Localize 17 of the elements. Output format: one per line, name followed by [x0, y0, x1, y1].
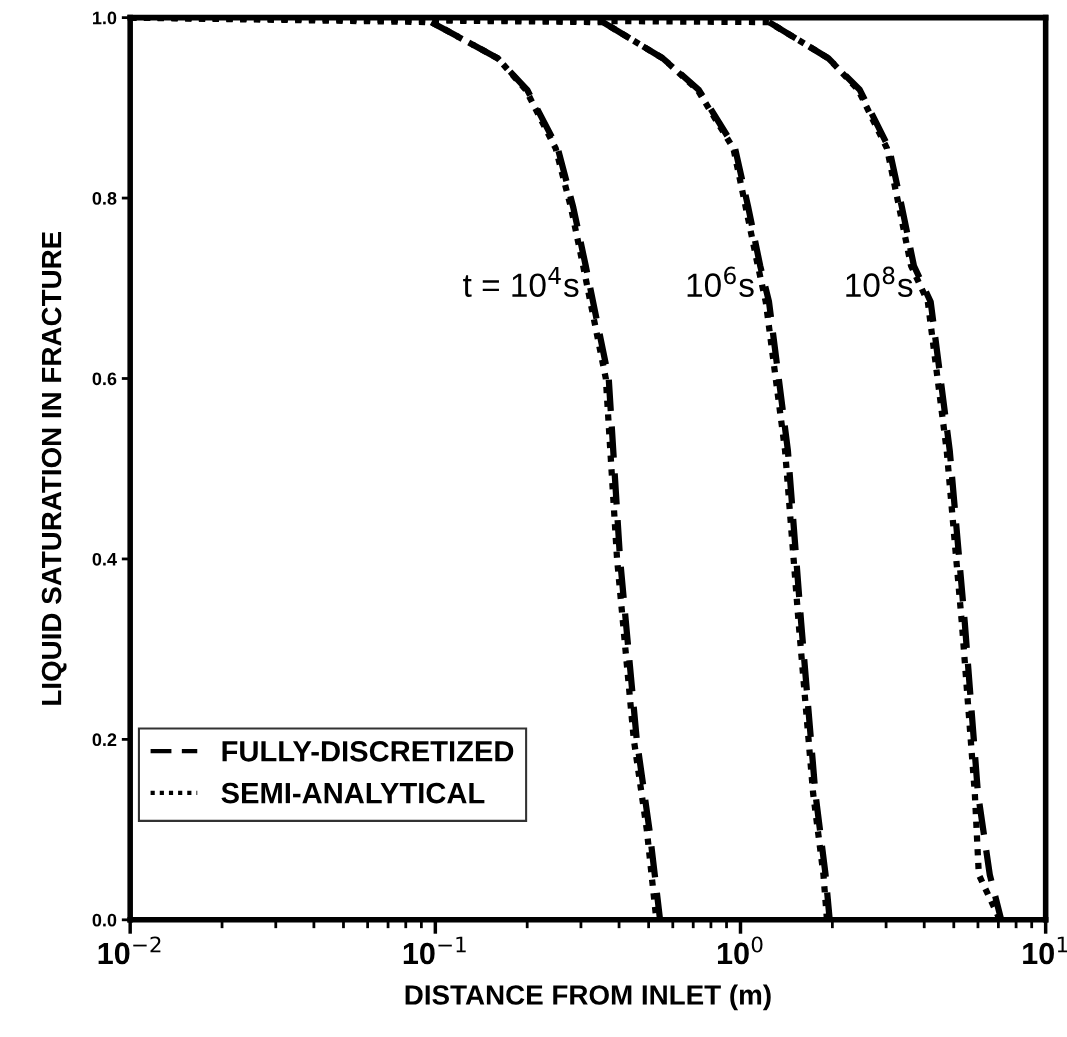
y-axis-title: LIQUID SATURATION IN FRACTURE: [41, 231, 67, 705]
annotation: t = 10$^{4}$s: [463, 266, 579, 298]
y-tick-label: 0.2: [92, 733, 117, 747]
legend-label: FULLY-DISCRETIZED: [222, 740, 514, 762]
y-tick-label: 0.8: [92, 192, 117, 205]
x-tick-label: 10$^{1}$: [1023, 936, 1067, 965]
x-tick-label: 10$^{−1}$: [403, 936, 466, 965]
y-tick-label: 1.0: [93, 11, 117, 25]
x-tick-label: 10$^{0}$: [717, 936, 763, 965]
y-tick-label: 0.6: [92, 372, 117, 386]
y-tick-label: 0.0: [92, 913, 117, 927]
annotation: 10$^{8}$s: [846, 266, 913, 297]
legend-label: SEMI-ANALYTICAL: [221, 782, 485, 804]
x-tick-label: 10$^{−2}$: [98, 936, 161, 965]
annotation: 10$^{6}$s: [687, 266, 754, 297]
y-tick-label: 0.4: [92, 552, 117, 566]
x-axis-title: DISTANCE FROM INLET (m): [405, 984, 771, 1011]
